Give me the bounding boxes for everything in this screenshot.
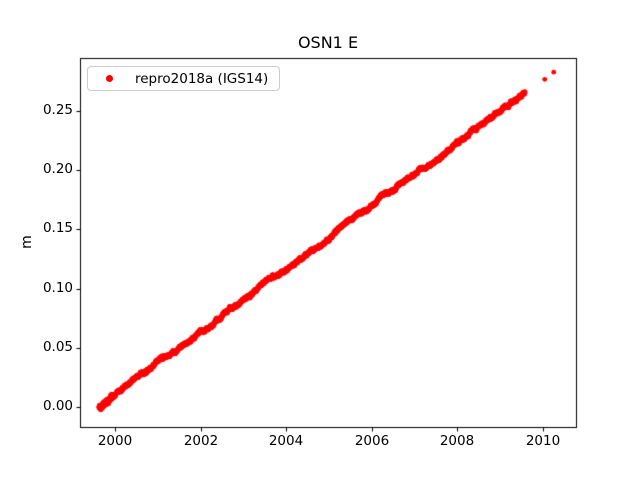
x-tick-label: 2000 bbox=[97, 433, 133, 449]
legend-label: repro2018a (IGS14) bbox=[135, 70, 269, 87]
y-tick-label: 0.25 bbox=[42, 102, 73, 118]
y-tick-label: 0.10 bbox=[42, 280, 73, 296]
x-tick-label: 2004 bbox=[268, 433, 304, 449]
y-tick-label: 0.00 bbox=[42, 398, 73, 414]
y-tick-label: 0.15 bbox=[42, 220, 73, 236]
legend: repro2018a (IGS14) bbox=[87, 66, 280, 91]
y-tick-label: 0.05 bbox=[42, 339, 73, 355]
legend-marker-dot-icon bbox=[106, 75, 113, 82]
y-tick-label: 0.20 bbox=[42, 161, 73, 177]
chart-title: OSN1 E bbox=[297, 33, 359, 52]
x-tick-label: 2006 bbox=[354, 433, 390, 449]
x-tick-label: 2002 bbox=[183, 433, 219, 449]
x-tick-label: 2008 bbox=[439, 433, 475, 449]
x-tick-label: 2010 bbox=[525, 433, 561, 449]
